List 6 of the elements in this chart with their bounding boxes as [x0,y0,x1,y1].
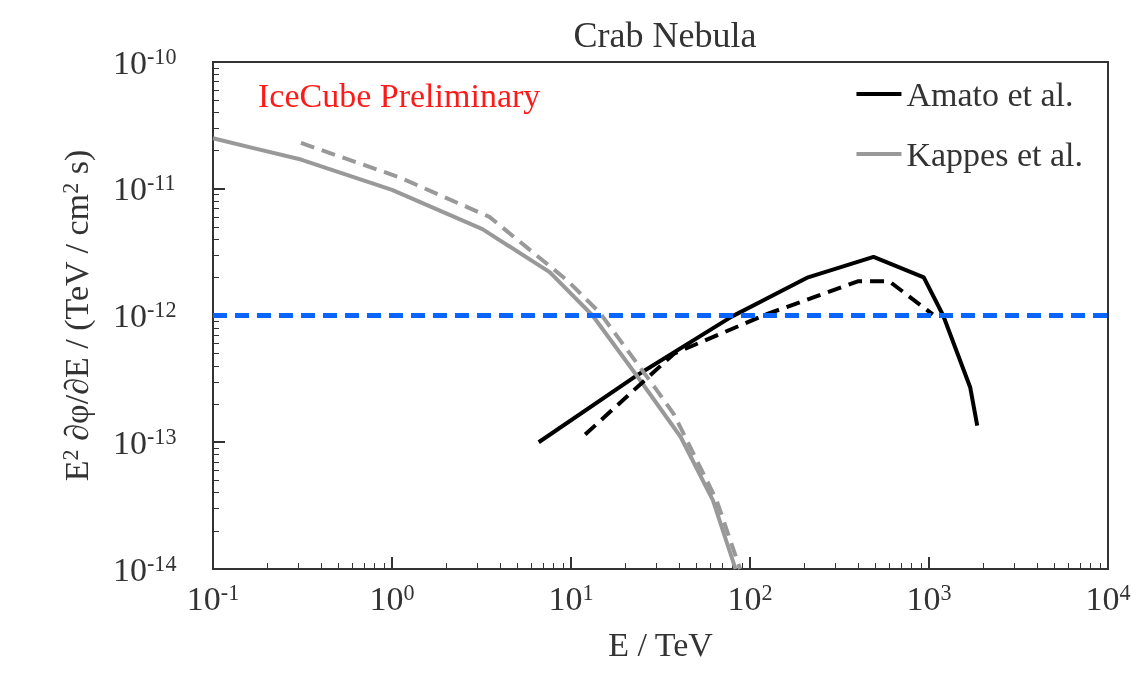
y-axis-title: E2 ∂φ/∂E / (TeV / cm2 s) [57,149,96,482]
annotation: IceCube Preliminary [258,76,541,114]
chart-title: Crab Nebula [573,15,757,55]
x-axis-title: E / TeV [608,625,714,663]
legend-label: Kappes et al. [906,135,1084,173]
legend-label: Amato et al. [906,75,1074,113]
